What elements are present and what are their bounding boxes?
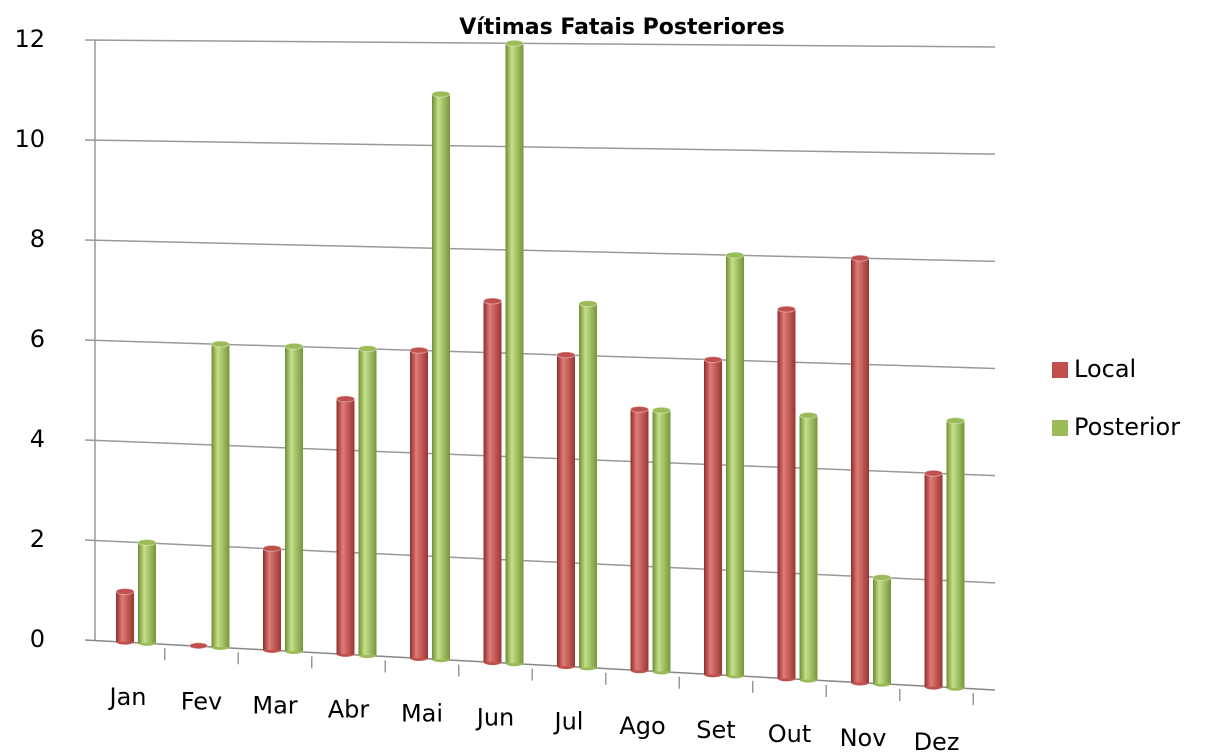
chart-title: Vítimas Fatais Posteriores	[459, 15, 785, 40]
bar	[116, 591, 134, 642]
x-tick-label: Fev	[181, 687, 222, 715]
x-tick-label: Dez	[914, 728, 960, 755]
bar-cap	[189, 642, 208, 650]
bar	[285, 346, 303, 652]
bar-cap	[431, 90, 451, 98]
y-tick-label: 8	[30, 225, 45, 253]
grid-line	[84, 139, 996, 155]
grid-line	[84, 539, 996, 584]
bar	[726, 255, 744, 676]
x-tick-label: Out	[768, 720, 812, 748]
grid-line	[84, 239, 996, 263]
x-tick-label: Jan	[108, 683, 147, 711]
bar	[630, 409, 649, 671]
bar-cap	[262, 544, 282, 552]
bar	[777, 309, 796, 679]
bar	[799, 415, 818, 680]
bar	[432, 94, 450, 660]
bar-cap	[336, 395, 355, 403]
bar-cap	[578, 300, 598, 308]
grid-line	[84, 439, 996, 477]
bar	[336, 398, 355, 654]
bar	[704, 359, 722, 675]
y-tick-label: 10	[14, 125, 45, 153]
bar	[579, 303, 597, 668]
legend-swatch	[1052, 420, 1068, 436]
bar-cap	[556, 351, 576, 359]
x-tick-label: Nov	[840, 724, 887, 752]
bar-cap	[115, 588, 135, 596]
bar	[211, 343, 230, 647]
bar-cap	[137, 538, 157, 546]
bar-cap	[799, 411, 818, 419]
x-tick-label: Ago	[619, 712, 665, 740]
bar-cap	[725, 251, 745, 259]
bar-cap	[703, 356, 723, 364]
bar-cap	[946, 417, 965, 425]
bar	[946, 420, 965, 688]
x-tick-label: Jul	[553, 708, 584, 736]
bar-cap	[284, 342, 304, 350]
x-tick-label: Mai	[401, 700, 443, 728]
y-tick-label: 0	[30, 625, 45, 653]
y-tick-label: 4	[30, 425, 45, 453]
y-tick-label: 6	[30, 325, 45, 353]
legend-swatch	[1052, 362, 1068, 378]
x-tick-label: Set	[696, 716, 735, 744]
bar	[873, 577, 891, 684]
bar-cap	[872, 573, 892, 581]
legend-label: Posterior	[1074, 413, 1180, 441]
y-tick-label: 2	[30, 525, 45, 553]
bar	[358, 348, 377, 656]
bar	[557, 354, 575, 667]
bar-cap	[409, 346, 429, 354]
bar-cap	[211, 340, 230, 348]
x-tick-label: Abr	[328, 695, 370, 723]
legend-label: Local	[1074, 355, 1136, 383]
bar	[505, 43, 524, 664]
bar	[263, 548, 281, 650]
bar	[851, 258, 869, 683]
bar-cap	[630, 405, 649, 413]
bar	[652, 410, 671, 672]
bar	[138, 542, 156, 643]
x-tick-label: Jun	[475, 704, 515, 732]
bar-cap	[652, 406, 671, 414]
bar-cap	[777, 305, 796, 313]
grid-line	[84, 639, 996, 691]
grid-line	[84, 339, 996, 370]
bar	[924, 473, 943, 687]
bar-cap	[924, 469, 943, 477]
bar-cap	[505, 39, 524, 47]
bar	[483, 301, 502, 663]
bar-cap	[850, 254, 870, 262]
x-tick-label: Mar	[252, 691, 297, 719]
grid-line	[84, 39, 996, 48]
y-tick-label: 12	[14, 25, 45, 53]
bar	[410, 350, 428, 658]
bar-cap	[483, 297, 502, 305]
bar-cap	[358, 345, 377, 353]
